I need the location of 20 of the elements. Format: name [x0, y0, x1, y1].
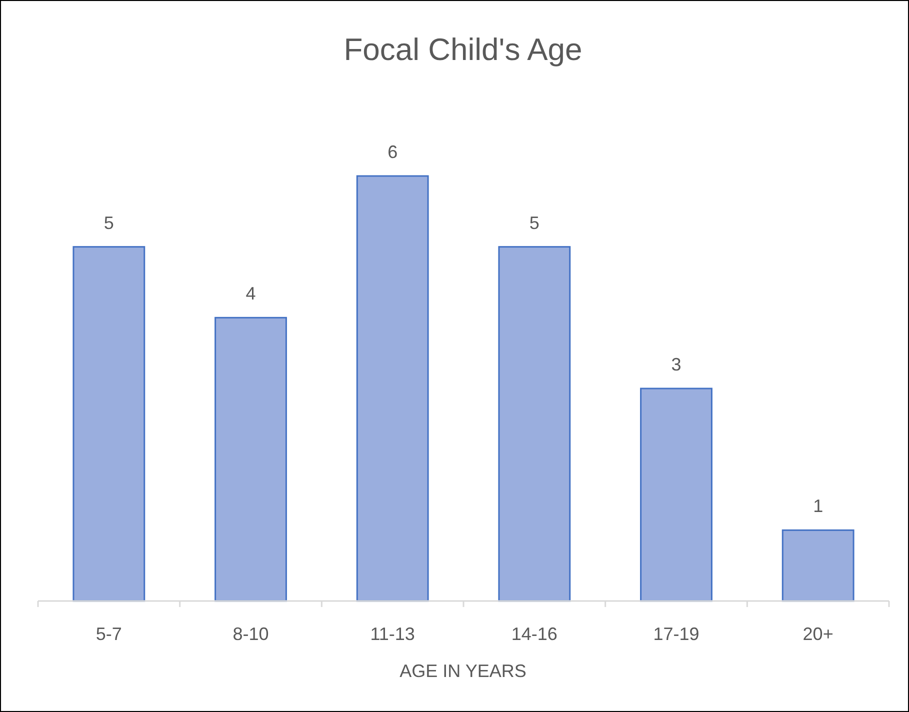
x-tick-label: 17-19: [653, 624, 700, 644]
chart-title: Focal Child's Age: [344, 32, 582, 67]
x-tick-label: 11-13: [370, 624, 415, 644]
bar: [214, 316, 287, 602]
x-tick-label: 5-7: [96, 624, 122, 644]
data-label: 6: [388, 142, 398, 162]
bar: [356, 175, 429, 602]
bar: [640, 388, 712, 602]
bar: [72, 246, 146, 602]
data-label: 3: [671, 354, 682, 374]
x-tick-label: 20+: [802, 624, 834, 644]
x-tick-label: 8-10: [232, 624, 269, 644]
x-axis-title: AGE IN YEARS: [400, 661, 526, 681]
data-label: 5: [104, 212, 114, 233]
bar: [782, 529, 854, 602]
data-label: 4: [246, 284, 256, 304]
data-label: 5: [529, 212, 540, 233]
x-tick-label: 14-16: [511, 624, 558, 644]
bar: [498, 246, 571, 602]
data-label: 1: [813, 496, 824, 516]
